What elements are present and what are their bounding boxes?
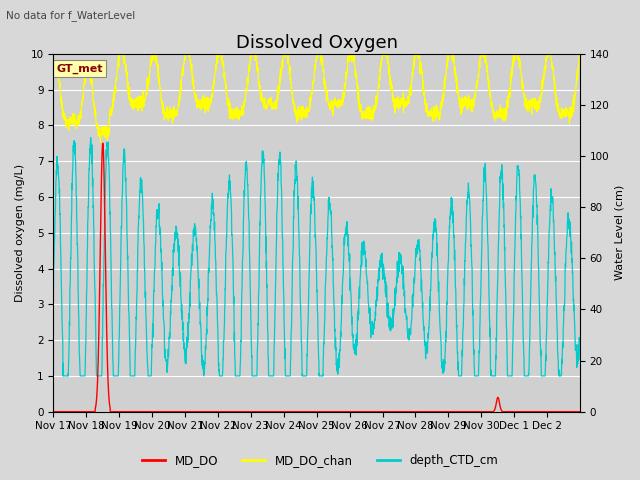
Title: Dissolved Oxygen: Dissolved Oxygen — [236, 34, 397, 52]
Text: No data for f_WaterLevel: No data for f_WaterLevel — [6, 10, 136, 21]
Y-axis label: Water Level (cm): Water Level (cm) — [615, 185, 625, 280]
Legend: MD_DO, MD_DO_chan, depth_CTD_cm: MD_DO, MD_DO_chan, depth_CTD_cm — [137, 449, 503, 472]
Y-axis label: Dissolved oxygen (mg/L): Dissolved oxygen (mg/L) — [15, 164, 25, 302]
Text: GT_met: GT_met — [56, 64, 102, 74]
